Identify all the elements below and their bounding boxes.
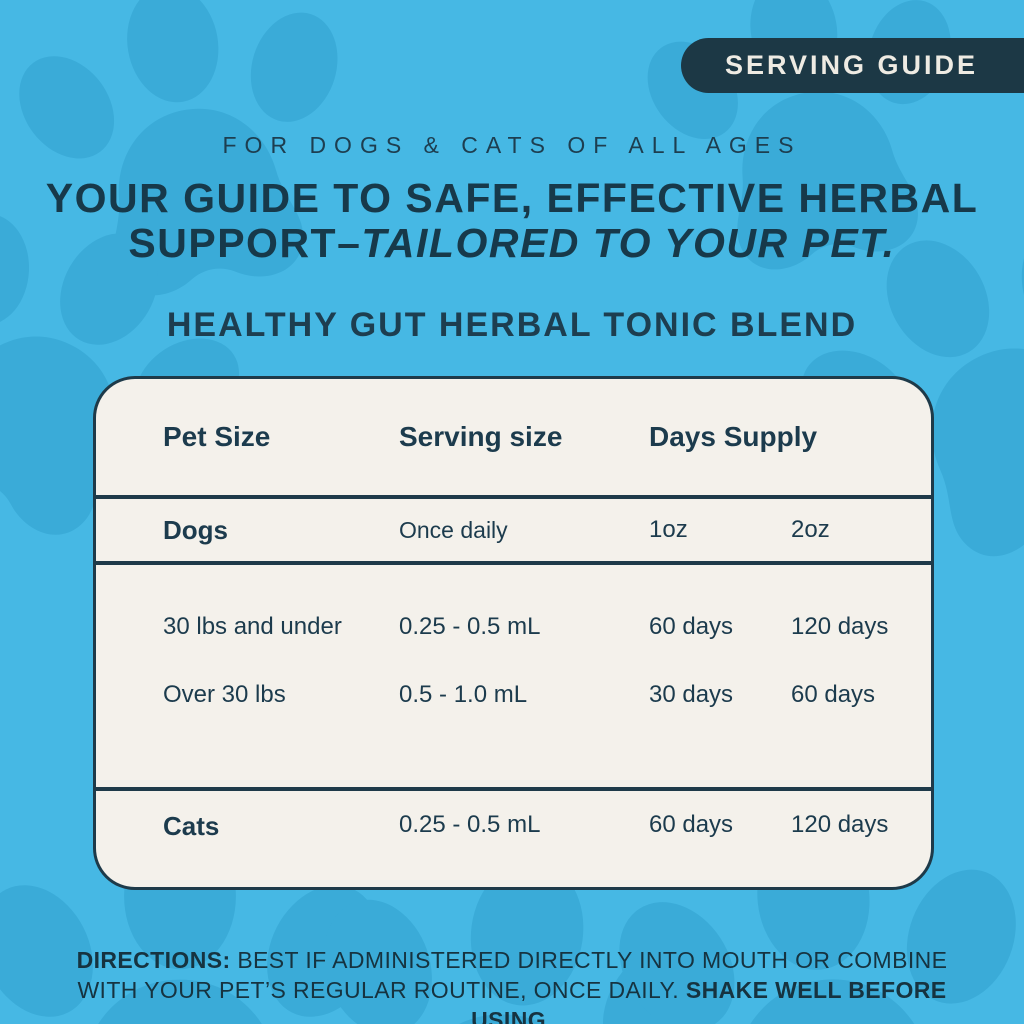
table-row-cats: Cats 0.25 - 0.5 mL 60 days 120 days [96, 791, 931, 887]
directions-emphasis: SHAKE WELL BEFORE USING. [471, 977, 947, 1024]
pet-size-cell: 30 lbs and under [163, 613, 342, 640]
directions-text: DIRECTIONS: BEST IF ADMINISTERED DIRECTL… [46, 945, 978, 1024]
serving-table: Pet Size Serving size Days Supply Dogs O… [93, 376, 934, 890]
main-title-line2-plain: SUPPORT– [128, 220, 362, 266]
pet-size-cell: Dogs [163, 514, 228, 545]
table-header-row: Pet Size Serving size Days Supply [96, 379, 931, 495]
supply-2oz-cell: 60 days [791, 681, 876, 708]
serving-size-cell: 0.5 - 1.0 mL [399, 681, 528, 708]
dog-weight-subrows: 30 lbs and under 0.25 - 0.5 mL 60 days 1… [96, 565, 931, 787]
column-header-serving-size: Serving size [399, 421, 563, 452]
serving-size-cell: Once daily [399, 516, 508, 543]
column-header-pet-size: Pet Size [163, 421, 271, 452]
supply-1oz-cell: 60 days [649, 613, 734, 640]
supply-2oz-cell: 2oz [791, 516, 830, 543]
serving-guide-badge-label: SERVING GUIDE [724, 50, 978, 80]
directions-body: BEST IF ADMINISTERED DIRECTLY INTO MOUTH… [77, 947, 948, 1003]
table-divider [96, 495, 931, 499]
table-divider [96, 787, 931, 791]
main-title-line1: YOUR GUIDE TO SAFE, EFFECTIVE HERBAL [45, 175, 979, 221]
main-title: YOUR GUIDE TO SAFE, EFFECTIVE HERBAL SUP… [0, 176, 1024, 266]
main-title-line2-italic: TAILORED TO YOUR PET. [361, 220, 896, 266]
table-row-small-dogs: 30 lbs and under 0.25 - 0.5 mL 60 days 1… [96, 593, 931, 661]
column-header-days-supply: Days Supply [649, 421, 818, 452]
supply-2oz-cell: 120 days [791, 613, 889, 640]
eyebrow-text: FOR DOGS & CATS OF ALL AGES [222, 132, 802, 158]
serving-size-cell: 0.25 - 0.5 mL [399, 613, 541, 640]
supply-1oz-cell: 30 days [649, 681, 734, 708]
pet-size-cell: Cats [163, 811, 220, 841]
serving-guide-badge: SERVING GUIDE [680, 38, 1024, 93]
table-row-large-dogs: Over 30 lbs 0.5 - 1.0 mL 30 days 60 days [96, 661, 931, 729]
supply-2oz-cell: 120 days [791, 811, 889, 838]
supply-1oz-cell: 60 days [649, 811, 734, 838]
product-line-title: HEALTHY GUT HERBAL TONIC BLEND [166, 306, 858, 344]
serving-size-cell: 0.25 - 0.5 mL [399, 811, 541, 838]
supply-1oz-cell: 1oz [649, 516, 688, 543]
table-row-dogs: Dogs Once daily 1oz 2oz [96, 499, 931, 561]
table-divider [96, 561, 931, 565]
pet-size-cell: Over 30 lbs [163, 681, 286, 708]
directions-label: DIRECTIONS: [76, 947, 231, 973]
